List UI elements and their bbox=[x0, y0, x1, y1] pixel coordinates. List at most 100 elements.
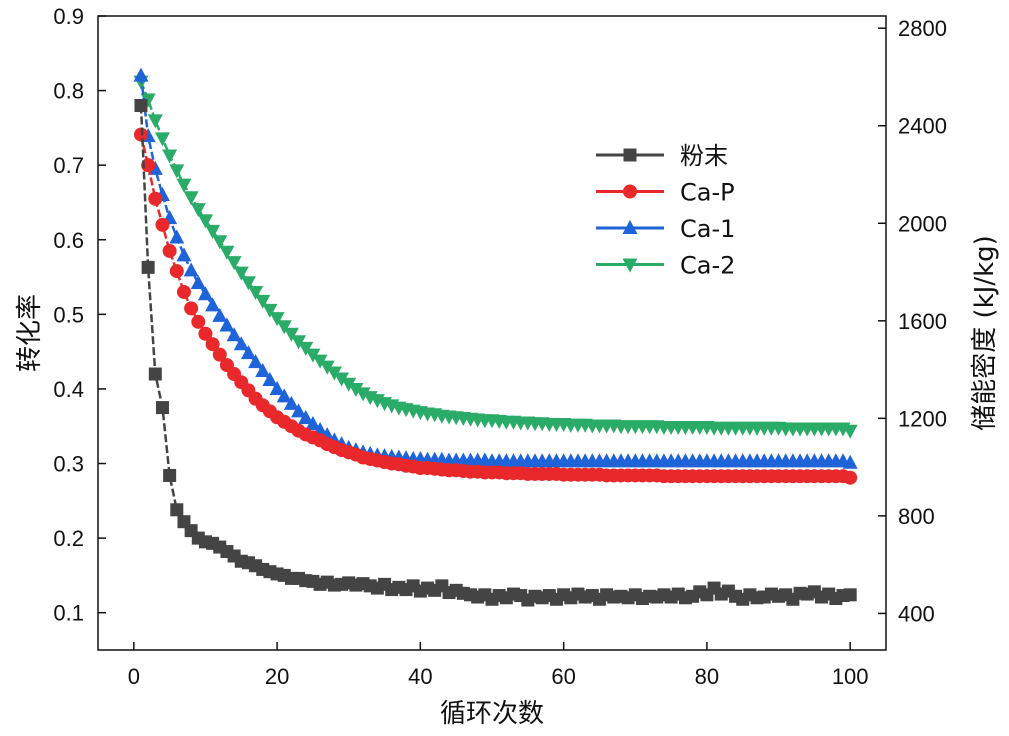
series-line bbox=[139, 75, 851, 465]
data-point bbox=[163, 468, 177, 482]
x-tick-label: 60 bbox=[551, 664, 575, 689]
data-point bbox=[154, 132, 170, 147]
data-point bbox=[262, 371, 278, 386]
data-point bbox=[169, 264, 184, 279]
y-tick-label: 0.2 bbox=[53, 526, 84, 551]
y-tick-label: 0.5 bbox=[53, 302, 84, 327]
data-point bbox=[133, 67, 149, 82]
data-point bbox=[262, 303, 278, 318]
series-square bbox=[134, 99, 857, 607]
data-point bbox=[233, 336, 249, 351]
series-layer bbox=[133, 67, 858, 607]
data-point bbox=[134, 99, 148, 113]
data-point bbox=[140, 93, 156, 108]
data-point bbox=[348, 382, 364, 397]
data-point bbox=[226, 327, 242, 342]
data-point bbox=[205, 337, 220, 352]
y-tick-label: 0.6 bbox=[53, 228, 84, 253]
data-point bbox=[355, 387, 371, 402]
data-point bbox=[305, 348, 321, 363]
data-point bbox=[169, 229, 185, 244]
legend-label: Ca-1 bbox=[680, 215, 735, 243]
y-axis-title: 转化率 bbox=[15, 294, 45, 372]
data-point bbox=[283, 395, 299, 410]
y2-tick-label: 1600 bbox=[898, 309, 947, 334]
data-point bbox=[312, 354, 328, 369]
data-point bbox=[170, 503, 184, 517]
y-tick-label: 0.4 bbox=[53, 377, 84, 402]
series-triangle-down bbox=[133, 75, 858, 439]
data-point bbox=[319, 360, 335, 375]
series-line bbox=[139, 81, 851, 432]
data-point bbox=[212, 347, 227, 362]
data-point bbox=[190, 275, 206, 290]
data-point bbox=[305, 415, 321, 430]
data-point bbox=[198, 326, 213, 341]
data-point bbox=[162, 149, 178, 164]
y2-axis-title: 储能密度 (kJ/kg) bbox=[970, 235, 1000, 431]
y-tick-label: 0.1 bbox=[53, 601, 84, 626]
legend-label: Ca-2 bbox=[680, 252, 735, 280]
y2-tick-label: 2800 bbox=[898, 16, 947, 41]
data-point bbox=[255, 294, 271, 309]
data-point bbox=[269, 312, 285, 327]
data-point bbox=[276, 320, 292, 335]
data-point bbox=[219, 245, 235, 260]
data-point bbox=[298, 410, 314, 425]
y2-tick-label: 2000 bbox=[898, 211, 947, 236]
data-point bbox=[197, 286, 213, 301]
data-point bbox=[341, 377, 357, 392]
data-point bbox=[233, 266, 249, 281]
data-point bbox=[162, 243, 177, 258]
data-point bbox=[191, 314, 206, 329]
y-tick-label: 0.8 bbox=[53, 79, 84, 104]
plot-frame bbox=[97, 15, 887, 651]
y2-tick-label: 800 bbox=[898, 504, 935, 529]
y-tick-label: 0.9 bbox=[53, 4, 84, 29]
data-point bbox=[255, 363, 271, 378]
data-point bbox=[240, 276, 256, 291]
x-tick-label: 40 bbox=[408, 664, 432, 689]
y-tick-label: 0.3 bbox=[53, 452, 84, 477]
data-point bbox=[276, 388, 292, 403]
data-point bbox=[190, 203, 206, 218]
data-point bbox=[183, 191, 199, 206]
data-point bbox=[291, 403, 307, 418]
data-point bbox=[219, 317, 235, 332]
legend: 粉末 Ca-P Ca-1 Ca-2 bbox=[596, 142, 735, 280]
data-point bbox=[205, 224, 221, 239]
data-point bbox=[141, 260, 155, 274]
x-tick-label: 0 bbox=[128, 664, 140, 689]
axis-ticks: 0 20 40 60 80 100 0.1 0.2 0.3 0.4 0.5 0.6 0.7 0.8 0.9 4… bbox=[53, 4, 947, 689]
data-point bbox=[326, 366, 342, 381]
y-tick-label: 0.7 bbox=[53, 153, 84, 178]
legend-label: 粉末 bbox=[680, 142, 728, 170]
y2-tick-label: 2400 bbox=[898, 114, 947, 139]
data-point bbox=[842, 454, 858, 469]
data-point bbox=[169, 164, 185, 179]
data-point bbox=[842, 424, 858, 439]
data-point bbox=[269, 380, 285, 395]
data-point bbox=[212, 307, 228, 322]
data-point bbox=[148, 191, 163, 206]
data-point bbox=[248, 285, 264, 300]
legend-marker bbox=[622, 258, 638, 273]
data-point bbox=[183, 262, 199, 277]
x-tick-label: 20 bbox=[265, 664, 289, 689]
data-point bbox=[176, 178, 192, 193]
data-point bbox=[148, 367, 162, 381]
series-circle bbox=[133, 127, 858, 485]
data-point bbox=[176, 247, 192, 262]
data-point bbox=[197, 214, 213, 229]
data-point bbox=[226, 256, 242, 271]
data-point bbox=[843, 588, 857, 602]
data-point bbox=[248, 354, 264, 369]
data-point bbox=[147, 160, 163, 175]
data-point bbox=[334, 372, 350, 387]
x-tick-label: 100 bbox=[832, 664, 869, 689]
legend-marker bbox=[623, 184, 637, 199]
data-point bbox=[283, 327, 299, 342]
data-point bbox=[155, 401, 169, 415]
data-point bbox=[155, 217, 170, 232]
